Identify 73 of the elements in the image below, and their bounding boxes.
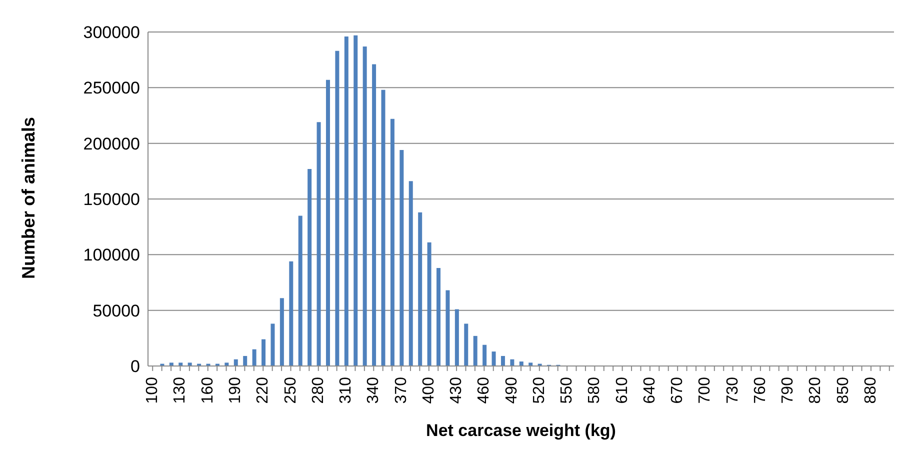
bar (372, 64, 376, 366)
bar (464, 324, 468, 366)
x-tick-label: 130 (172, 376, 189, 404)
x-tick-label: 220 (254, 376, 272, 404)
bar (178, 362, 183, 366)
bar (381, 90, 386, 366)
y-tick-label: 150000 (83, 190, 140, 210)
bar (454, 309, 459, 366)
bar (316, 122, 321, 366)
y-tick-label: 100000 (83, 246, 140, 265)
y-axis-title: Number of animals (18, 116, 38, 279)
bar (519, 362, 524, 366)
x-tick-label: 400 (420, 376, 438, 404)
bar (362, 46, 367, 366)
x-tick-label: 250 (282, 376, 300, 404)
bar (436, 268, 441, 366)
x-tick-label: 340 (365, 376, 382, 404)
bar (169, 362, 174, 366)
bar (344, 36, 348, 366)
bar (224, 362, 229, 366)
bar (528, 362, 533, 366)
x-tick-label: 430 (448, 376, 466, 404)
bar (408, 181, 413, 366)
bar (446, 290, 450, 366)
x-tick-label: 760 (752, 376, 769, 404)
x-tick-label: 700 (696, 376, 714, 404)
bar (262, 339, 266, 366)
y-tick-label: 0 (130, 357, 140, 376)
x-tick-label: 730 (724, 376, 742, 404)
bar (326, 80, 330, 366)
x-tick-label: 460 (476, 376, 493, 404)
x-axis-title: Net carcase weight (kg) (426, 421, 616, 440)
bar (427, 242, 432, 366)
bar (252, 349, 256, 366)
bar (188, 362, 192, 366)
bar (308, 168, 312, 366)
bar (418, 212, 422, 366)
bar (482, 344, 487, 366)
x-tick-label: 370 (392, 376, 410, 404)
bar (234, 359, 238, 366)
x-tick-label: 550 (558, 376, 576, 404)
x-tick-label: 520 (530, 376, 548, 404)
bar (510, 359, 514, 366)
bar (289, 261, 294, 366)
x-tick-label: 160 (199, 376, 216, 404)
bar (473, 336, 478, 366)
y-tick-label: 250000 (83, 78, 140, 98)
y-tick-label: 300000 (83, 23, 140, 42)
bar (280, 298, 284, 366)
bar (400, 150, 404, 366)
x-tick-label: 100 (144, 376, 162, 404)
x-tick-label: 190 (226, 376, 244, 404)
y-tick-label: 200000 (83, 134, 140, 154)
bar (298, 216, 302, 366)
x-tick-label: 280 (310, 376, 327, 404)
x-tick-label: 640 (641, 376, 658, 404)
bar (500, 356, 505, 366)
bar (492, 352, 496, 366)
bar (243, 356, 248, 366)
y-tick-label: 50000 (92, 301, 140, 320)
bar (390, 118, 394, 366)
x-tick-label: 850 (834, 376, 852, 404)
bar (354, 35, 358, 366)
x-tick-label: 490 (503, 376, 520, 404)
bar (270, 324, 275, 366)
x-tick-label: 880 (862, 376, 880, 404)
x-tick-label: 670 (669, 376, 686, 404)
x-tick-label: 310 (338, 376, 355, 404)
x-tick-label: 610 (614, 376, 631, 404)
x-tick-label: 580 (586, 376, 604, 404)
bar (335, 50, 340, 366)
x-tick-label: 820 (807, 376, 824, 404)
x-tick-label: 790 (780, 376, 797, 404)
